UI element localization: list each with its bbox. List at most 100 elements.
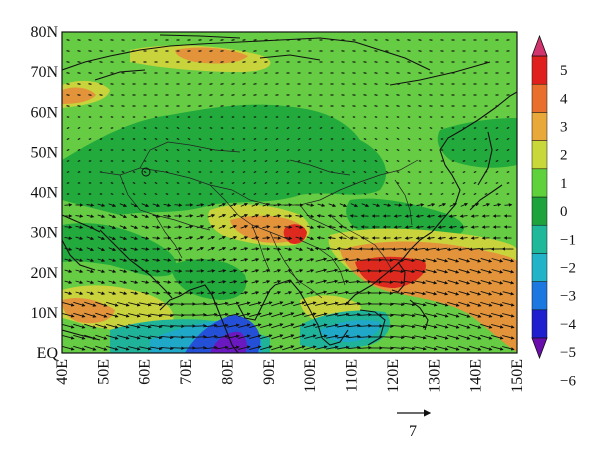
wind-vector: [251, 280, 260, 284]
wind-vector: [471, 203, 480, 207]
wind-vector: [176, 126, 180, 130]
wind-vector: [160, 335, 174, 340]
wind-vector: [458, 312, 471, 318]
wind-vector: [330, 193, 334, 195]
wind-vector: [396, 126, 400, 130]
wind-vector: [304, 312, 317, 318]
wind-vector: [326, 334, 339, 339]
wind-vector: [407, 160, 411, 162]
wind-vector: [253, 39, 257, 41]
wind-vector: [108, 280, 117, 284]
wind-vector: [128, 324, 141, 329]
wind-vector: [414, 258, 427, 263]
wind-vector: [231, 72, 235, 74]
wind-vector: [506, 137, 510, 141]
wind-vector: [275, 159, 279, 163]
wind-vector: [220, 105, 224, 107]
colorbar-cell: [531, 168, 548, 198]
wind-vector: [86, 236, 95, 240]
wind-vector: [229, 247, 238, 251]
wind-vector: [77, 61, 81, 63]
wind-vector: [275, 127, 279, 129]
colorbar-tick-label: 2: [560, 148, 568, 164]
longitude-tick-label: 150E: [509, 359, 526, 393]
wind-vector: [403, 324, 416, 329]
wind-vector: [207, 225, 216, 229]
wind-vector: [374, 94, 378, 96]
wind-vector: [315, 290, 328, 295]
wind-vector: [88, 83, 92, 85]
wind-vector: [187, 126, 191, 130]
wind-vector: [446, 247, 459, 252]
wind-vector: [358, 323, 372, 328]
wind-vector: [185, 214, 194, 218]
wind-vector: [391, 335, 405, 340]
wind-vector: [260, 301, 273, 307]
wind-vector: [407, 83, 411, 85]
wind-vector: [220, 61, 224, 63]
wind-vector: [238, 334, 251, 339]
wind-vector: [359, 258, 372, 262]
wind-vector: [447, 257, 460, 263]
wind-vector: [143, 181, 147, 185]
wind-vector: [84, 301, 97, 307]
wind-vector: [491, 280, 504, 285]
wind-vector: [337, 334, 350, 339]
wind-vector: [306, 269, 315, 273]
wind-vector: [327, 225, 336, 229]
wind-vector: [462, 192, 466, 196]
wind-vector: [385, 105, 389, 107]
wind-vector: [152, 236, 161, 240]
wind-vector: [176, 137, 180, 141]
wind-vector: [363, 72, 367, 74]
wind-vector: [403, 313, 416, 318]
wind-vector: [253, 72, 257, 74]
wind-vector: [77, 83, 81, 85]
wind-vector: [249, 312, 262, 318]
wind-vector: [315, 279, 328, 284]
wind-vector: [238, 312, 251, 317]
wind-vector: [502, 269, 515, 274]
wind-vector: [262, 236, 271, 240]
wind-vector: [286, 182, 290, 184]
wind-vector: [480, 345, 493, 351]
wind-vector: [207, 236, 216, 240]
wind-vector: [193, 324, 207, 328]
wind-vector: [349, 236, 358, 240]
wind-vector: [163, 269, 172, 273]
wind-vector: [204, 323, 218, 328]
wind-vector: [165, 170, 169, 174]
wind-vector: [403, 269, 416, 274]
wind-vector: [97, 280, 106, 284]
wind-vector: [418, 83, 422, 85]
wind-vector: [218, 258, 227, 262]
wind-vector: [84, 323, 97, 329]
wind-vector: [295, 214, 304, 218]
wind-vector: [106, 312, 119, 318]
wind-vector: [238, 345, 251, 350]
colorbar-top-triangle: [531, 34, 548, 57]
colorbar-cell: [531, 309, 548, 339]
wind-vector: [284, 291, 293, 295]
wind-vector: [348, 257, 361, 262]
wind-vector: [414, 269, 427, 274]
wind-vector: [470, 225, 479, 229]
wind-vector: [264, 138, 268, 140]
wind-vector: [196, 247, 205, 251]
colorbar-tick-label: −3: [560, 289, 576, 305]
wind-vector: [374, 193, 378, 195]
shaded-field: [62, 32, 517, 353]
wind-vector: [396, 61, 400, 63]
reference-vector: 7: [397, 409, 432, 440]
wind-vector: [141, 280, 150, 284]
plot-frame: [61, 31, 518, 354]
wind-vector: [185, 247, 194, 251]
wind-vector: [468, 247, 481, 252]
wind-vector: [97, 291, 106, 295]
wind-vector: [325, 246, 338, 251]
wind-vector: [308, 138, 312, 140]
wind-vector: [106, 323, 119, 329]
wind-vector: [160, 313, 174, 318]
wind-vector: [251, 258, 260, 262]
wind-vector: [75, 280, 84, 284]
